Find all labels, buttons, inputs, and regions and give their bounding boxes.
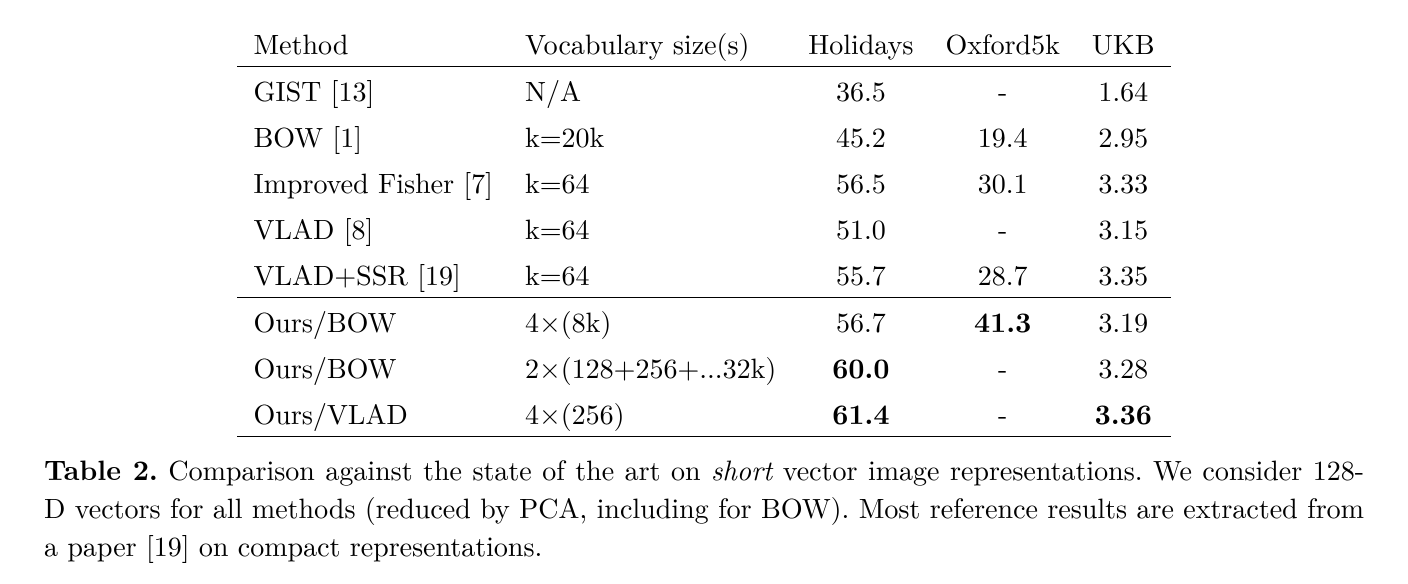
cell-ukb: 1.64 [1076, 67, 1171, 114]
cell-vocab: 2×(128+256+...32k) [509, 344, 792, 390]
cell-method: Ours/BOW [237, 344, 509, 390]
cell-method: Improved Fisher [7] [237, 159, 509, 205]
cell-holidays: 51.0 [792, 205, 929, 251]
cell-oxford: - [929, 205, 1075, 251]
cell-ukb: 3.15 [1076, 205, 1171, 251]
caption-pre: Comparison against the state of the art … [158, 449, 711, 489]
table-row: VLAD [8]k=6451.0-3.15 [237, 205, 1170, 251]
cell-ukb: 3.36 [1076, 390, 1171, 437]
cell-method: VLAD+SSR [19] [237, 251, 509, 298]
cell-method: BOW [1] [237, 113, 509, 159]
cell-holidays: 45.2 [792, 113, 929, 159]
col-oxford: Oxford5k [929, 20, 1075, 67]
col-ukb: UKB [1076, 20, 1171, 67]
cell-vocab: k=64 [509, 205, 792, 251]
cell-oxford: 19.4 [929, 113, 1075, 159]
cell-ukb: 3.19 [1076, 298, 1171, 345]
cell-ukb: 3.35 [1076, 251, 1171, 298]
cell-holidays: 55.7 [792, 251, 929, 298]
col-method: Method [237, 20, 509, 67]
table-row: Ours/BOW2×(128+256+...32k)60.0-3.28 [237, 344, 1170, 390]
cell-vocab: N/A [509, 67, 792, 114]
table-body: GIST [13]N/A36.5-1.64BOW [1]k=20k45.219.… [237, 67, 1170, 437]
results-table: Method Vocabulary size(s) Holidays Oxfor… [237, 20, 1170, 437]
cell-method: Ours/BOW [237, 298, 509, 345]
cell-vocab: 4×(256) [509, 390, 792, 437]
cell-holidays: 60.0 [792, 344, 929, 390]
cell-vocab: 4×(8k) [509, 298, 792, 345]
cell-oxford: - [929, 67, 1075, 114]
cell-holidays: 61.4 [792, 390, 929, 437]
cell-method: GIST [13] [237, 67, 509, 114]
table-caption: Table 2. Comparison against the state of… [44, 451, 1364, 564]
caption-ital: short [711, 449, 772, 489]
col-vocab: Vocabulary size(s) [509, 20, 792, 67]
caption-label: Table 2. [44, 449, 158, 489]
table-row: VLAD+SSR [19]k=6455.728.73.35 [237, 251, 1170, 298]
table-row: Improved Fisher [7]k=6456.530.13.33 [237, 159, 1170, 205]
table-row: Ours/BOW4×(8k)56.741.33.19 [237, 298, 1170, 345]
table-header-row: Method Vocabulary size(s) Holidays Oxfor… [237, 20, 1170, 67]
cell-ukb: 2.95 [1076, 113, 1171, 159]
cell-vocab: k=64 [509, 251, 792, 298]
cell-ukb: 3.33 [1076, 159, 1171, 205]
cell-vocab: k=64 [509, 159, 792, 205]
cell-holidays: 36.5 [792, 67, 929, 114]
cell-oxford: 41.3 [929, 298, 1075, 345]
cell-vocab: k=20k [509, 113, 792, 159]
cell-holidays: 56.7 [792, 298, 929, 345]
cell-holidays: 56.5 [792, 159, 929, 205]
table-row: Ours/VLAD4×(256)61.4-3.36 [237, 390, 1170, 437]
col-holidays: Holidays [792, 20, 929, 67]
table-row: BOW [1]k=20k45.219.42.95 [237, 113, 1170, 159]
cell-oxford: 28.7 [929, 251, 1075, 298]
cell-oxford: - [929, 344, 1075, 390]
table-row: GIST [13]N/A36.5-1.64 [237, 67, 1170, 114]
cell-method: VLAD [8] [237, 205, 509, 251]
cell-ukb: 3.28 [1076, 344, 1171, 390]
cell-oxford: 30.1 [929, 159, 1075, 205]
cell-oxford: - [929, 390, 1075, 437]
cell-method: Ours/VLAD [237, 390, 509, 437]
